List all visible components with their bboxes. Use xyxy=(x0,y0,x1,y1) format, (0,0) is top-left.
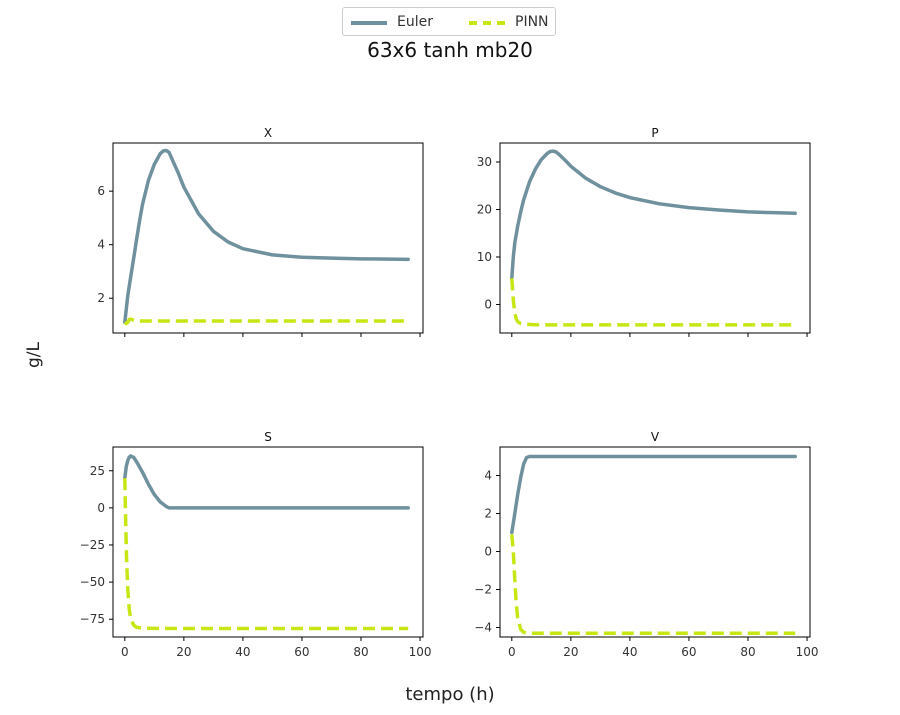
legend: Euler PINN xyxy=(342,7,556,36)
x-tick-label-s-80: 80 xyxy=(353,645,368,659)
subplot-title-x: X xyxy=(264,126,272,140)
series-line-pinn-p xyxy=(510,278,796,327)
y-axis-label: g/L xyxy=(24,342,44,368)
axes-frame-s xyxy=(112,446,424,638)
y-tick-label-s-0: 0 xyxy=(97,501,105,515)
y-tick-label-s--75: −75 xyxy=(80,612,105,626)
y-tick-label-v-0: 0 xyxy=(484,545,492,559)
y-tick-label-x-2: 2 xyxy=(97,291,105,305)
y-tick-label-v--2: −2 xyxy=(474,583,492,597)
figure-title: 63x6 tanh mb20 xyxy=(367,38,533,62)
subplot-title-v: V xyxy=(651,430,660,444)
x-tick-label-v-20: 20 xyxy=(563,645,578,659)
x-tick-label-s-40: 40 xyxy=(235,645,250,659)
legend-swatch-euler xyxy=(351,21,387,25)
y-tick-label-p-0: 0 xyxy=(484,298,492,312)
x-tick-label-s-0: 0 xyxy=(121,645,129,659)
x-tick-label-v-60: 60 xyxy=(681,645,696,659)
y-tick-label-x-4: 4 xyxy=(97,238,105,252)
y-tick-label-v-4: 4 xyxy=(484,469,492,483)
y-tick-label-v--4: −4 xyxy=(474,621,492,635)
x-tick-label-s-100: 100 xyxy=(409,645,432,659)
x-tick-label-v-100: 100 xyxy=(796,645,819,659)
series-line-euler-s xyxy=(123,454,410,510)
axes-frame-v xyxy=(499,446,811,638)
series-line-pinn-v xyxy=(510,534,796,635)
axes-frame-x xyxy=(112,142,424,334)
x-tick-label-s-60: 60 xyxy=(294,645,309,659)
x-tick-label-v-80: 80 xyxy=(740,645,755,659)
y-tick-label-v-2: 2 xyxy=(484,507,492,521)
y-tick-label-x-6: 6 xyxy=(97,184,105,198)
subplot-title-p: P xyxy=(651,126,658,140)
y-tick-label-p-10: 10 xyxy=(477,250,492,264)
y-tick-label-p-30: 30 xyxy=(477,155,492,169)
legend-label-pinn: PINN xyxy=(515,14,549,30)
y-tick-label-s--25: −25 xyxy=(80,538,105,552)
x-tick-label-s-20: 20 xyxy=(176,645,191,659)
axes-frame-p xyxy=(499,142,811,334)
subplot-title-s: S xyxy=(264,430,272,444)
x-tick-label-v-40: 40 xyxy=(622,645,637,659)
series-line-euler-x xyxy=(123,148,410,325)
series-line-euler-v xyxy=(510,454,797,535)
x-axis-label: tempo (h) xyxy=(405,684,495,705)
series-line-pinn-s xyxy=(123,478,409,631)
x-tick-label-v-0: 0 xyxy=(508,645,516,659)
legend-label-euler: Euler xyxy=(397,14,433,30)
series-line-euler-p xyxy=(510,149,797,281)
series-line-pinn-x xyxy=(123,317,409,326)
legend-swatch-pinn xyxy=(469,21,505,25)
y-tick-label-p-20: 20 xyxy=(477,203,492,217)
y-tick-label-s-25: 25 xyxy=(90,464,105,478)
y-tick-label-s--50: −50 xyxy=(80,575,105,589)
